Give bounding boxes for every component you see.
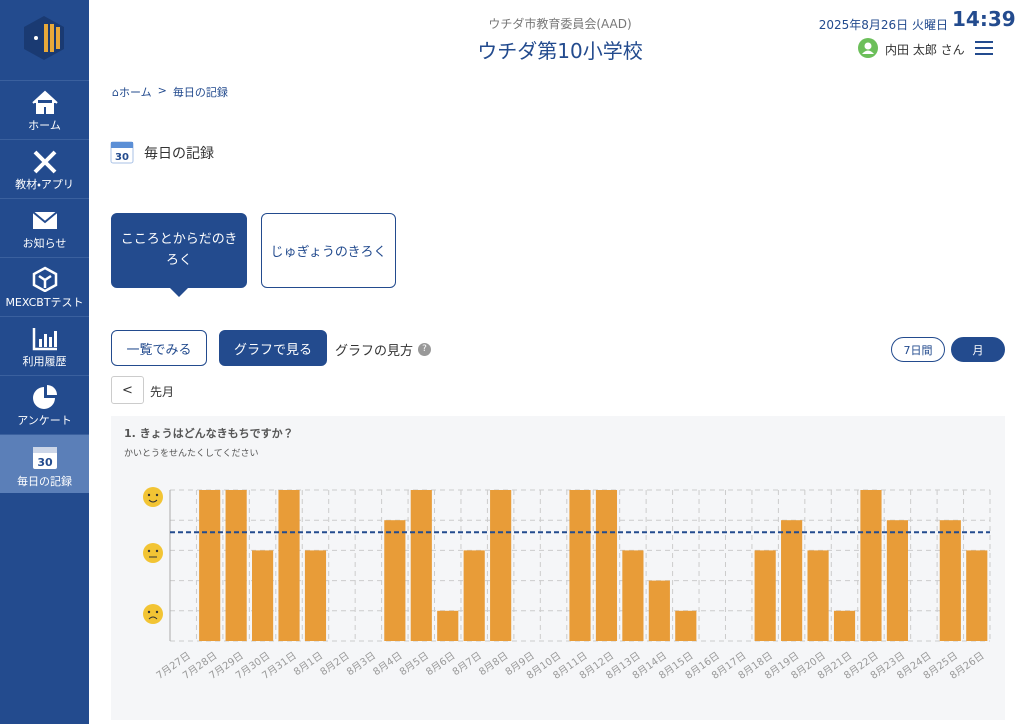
sidebar: ホーム 教材・アプリ お知らせ MEXCBTテスト 利用履歴 アンケート 30 毎… [0,0,89,724]
bar [225,490,247,641]
nav-item[interactable]: 30 毎日の記録 [0,434,89,493]
x-tick-label: 8月3日 [344,650,378,679]
bar [860,490,882,641]
bar [595,490,618,641]
x-tick-label: 8月6日 [424,650,458,679]
logo [24,16,64,60]
nav-label: お知らせ [22,237,67,250]
bar [278,490,300,641]
user-name: 内田 太郎 さん [885,43,965,57]
bar [886,520,908,641]
nav-label: ホーム [28,119,61,132]
bar [939,520,961,641]
nav-item[interactable]: 教材・アプリ [0,139,89,198]
nav-label: 毎日の記録 [17,475,72,488]
breadcrumb-item: 毎日の記録 [172,86,228,99]
nav-label: 利用履歴 [22,355,67,368]
bar [648,580,670,641]
bar [410,490,432,641]
bar [463,550,485,641]
graph-button[interactable]: グラフで見る [219,330,327,366]
bar [622,550,644,641]
chart: 1. きょうはどんなきもちですか？ かいとうをせんたくしてください 7月27日7… [124,427,991,682]
bar [490,490,512,641]
bar [304,550,327,641]
nav-item[interactable]: お知らせ [0,198,89,257]
school-name: ウチダ第10小学校 [477,39,643,63]
x-tick-label: 8月1日 [292,650,326,679]
nav-item[interactable]: ホーム [0,80,89,139]
date: 2025年8月26日 火曜日 [818,18,948,32]
nav-label: 教材・アプリ [15,178,74,191]
tab-selected[interactable]: こころとからだのきろく [111,213,247,288]
nav-label: アンケート [17,414,72,427]
bar [807,550,829,641]
icon-day: 30 [37,456,53,469]
list-button[interactable]: 一覧でみる [111,330,207,366]
period-button-selected[interactable]: 月 [951,337,1005,362]
icon-day: 30 [115,152,129,163]
x-tick-label: 8月7日 [450,650,484,679]
x-tick-label: 8月8日 [477,650,511,679]
x-tick-label: 8月4日 [371,650,405,679]
face-happy [143,487,163,507]
page-title: 毎日の記録 [144,146,214,162]
bar [199,490,221,641]
prev-button[interactable]: < [111,376,144,404]
face-neutral [143,543,163,563]
period-button[interactable]: 7日間 [891,337,945,362]
chart-subtitle: かいとうをせんたくしてください [124,448,258,459]
bar [754,550,776,641]
bar [569,490,591,641]
help-link[interactable]: グラフの見方? [335,340,432,359]
nav-label: MEXCBTテスト [5,296,84,309]
help-text: グラフの見方 [335,344,414,359]
bar [833,610,856,641]
org-name: ウチダ市教育委員会(AAD) [488,17,632,31]
bar [781,520,803,641]
nav-item[interactable]: 利用履歴 [0,316,89,375]
user-icon [858,38,878,58]
breadcrumb-separator: > [157,84,167,97]
x-tick-label: 8月5日 [397,650,431,679]
bar [966,550,988,641]
nav-item[interactable]: MEXCBTテスト [0,257,89,316]
prev-label: 先月 [150,385,175,399]
page-icon: 30 [110,141,134,164]
help-icon: ? [418,343,432,356]
time: 14:39 [952,7,1016,31]
bar [675,610,697,641]
tab[interactable]: じゅぎょうのきろく [261,213,396,288]
breadcrumb: ⌂ホーム > 毎日の記録 [112,84,228,100]
bar [384,520,406,641]
breadcrumb-home[interactable]: ⌂ホーム [112,86,152,99]
bar [252,550,274,641]
nav-item[interactable]: アンケート [0,375,89,434]
breadcrumb-item[interactable]: ホーム [118,86,152,99]
face-sad [143,604,163,624]
x-tick-label: 8月2日 [318,650,352,679]
chart-title: 1. きょうはどんなきもちですか？ [124,427,294,440]
tab-pointer [169,287,189,297]
chart-panel: 1. きょうはどんなきもちですか？ かいとうをせんたくしてください 7月27日 7… [111,416,1005,720]
bar [437,610,459,641]
menu-button[interactable] [974,40,994,56]
